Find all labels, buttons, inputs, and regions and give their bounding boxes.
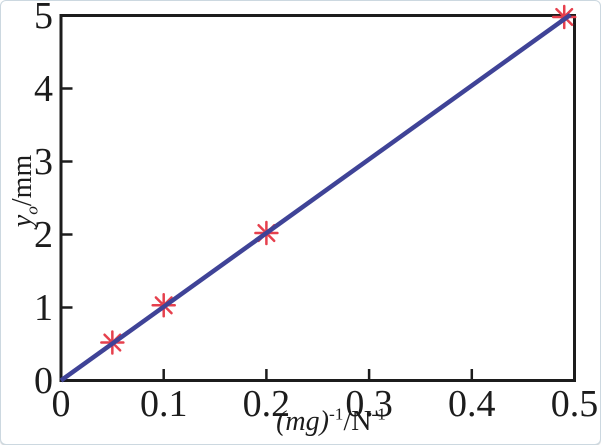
y-tick-label-3: 3 <box>34 140 53 183</box>
y-tick-label-0: 0 <box>34 359 53 402</box>
x-tick-label-0.4: 0.4 <box>448 383 496 425</box>
x-label-exponent: -1 <box>328 404 344 424</box>
x-tick-label-0: 0 <box>51 383 71 425</box>
y-label-subscript: o <box>22 206 42 215</box>
y-tick-label-4: 4 <box>34 67 53 110</box>
x-axis-label: (mg)-1/N-1 <box>276 405 386 439</box>
fit-line <box>59 12 572 383</box>
x-tick-label-0.5: 0.5 <box>550 383 599 425</box>
y-tick-label-2: 2 <box>34 213 53 256</box>
x-label-unit: /N <box>343 406 372 437</box>
x-label-unit-exponent: -1 <box>371 404 386 424</box>
x-tick-label-0.3: 0.3 <box>345 383 393 425</box>
plot-frame <box>59 14 576 382</box>
x-tick-label-0.1: 0.1 <box>139 383 188 425</box>
x-tick-label-0.2: 0.2 <box>242 383 291 425</box>
y-label-unit: /mm <box>7 154 38 207</box>
x-label-variable: (mg) <box>276 406 329 437</box>
y-axis-label: yo/mm <box>6 154 42 228</box>
y-label-variable: y <box>7 214 38 228</box>
y-tick-label-5: 5 <box>34 0 53 37</box>
y-tick-label-1: 1 <box>34 286 53 329</box>
